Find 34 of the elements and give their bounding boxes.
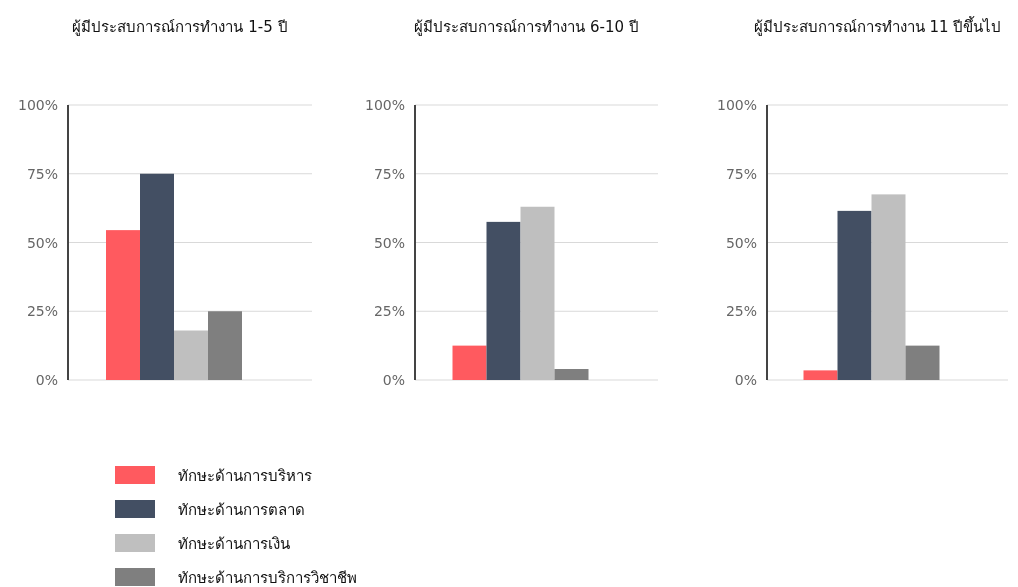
bar	[140, 173, 174, 380]
y-tick-label: 0%	[35, 372, 58, 388]
legend-label: ทักษะด้านการเงิน	[178, 535, 290, 553]
bar	[106, 230, 140, 380]
bar	[554, 369, 589, 380]
bar	[837, 210, 872, 380]
chart-title: ผู้มีประสบการณ์การทำงาน 11 ปีขึ้นไป	[753, 16, 1002, 36]
y-tick-label: 0%	[734, 372, 757, 388]
y-tick-label: 75%	[373, 165, 405, 182]
chart-title: ผู้มีประสบการณ์การทำงาน 1-5 ปี	[72, 18, 288, 36]
y-tick-label: 25%	[373, 303, 405, 320]
chart-title: ผู้มีประสบการณ์การทำงาน 6-10 ปี	[414, 18, 639, 36]
y-tick-label: 100%	[716, 97, 757, 113]
bar	[871, 194, 906, 380]
legend-label: ทักษะด้านการบริการวิชาชีพ	[178, 569, 357, 587]
bar	[174, 330, 208, 380]
y-tick-label: 25%	[725, 303, 757, 320]
bar	[486, 221, 521, 380]
bar	[208, 311, 242, 380]
bar	[905, 345, 940, 380]
legend-label: ทักษะด้านการตลาด	[178, 501, 305, 519]
legend-label: ทักษะด้านการบริหาร	[178, 467, 312, 485]
y-tick-label: 75%	[26, 165, 58, 182]
y-tick-label: 100%	[364, 97, 405, 113]
y-tick-label: 100%	[17, 97, 58, 113]
y-tick-label: 75%	[725, 165, 757, 182]
bar	[803, 370, 838, 380]
y-tick-label: 50%	[26, 234, 58, 251]
bar	[520, 206, 555, 380]
y-tick-label: 0%	[382, 372, 405, 388]
y-tick-label: 50%	[373, 234, 405, 251]
bar	[452, 345, 487, 380]
y-tick-label: 50%	[725, 234, 757, 251]
y-tick-label: 25%	[26, 303, 58, 320]
